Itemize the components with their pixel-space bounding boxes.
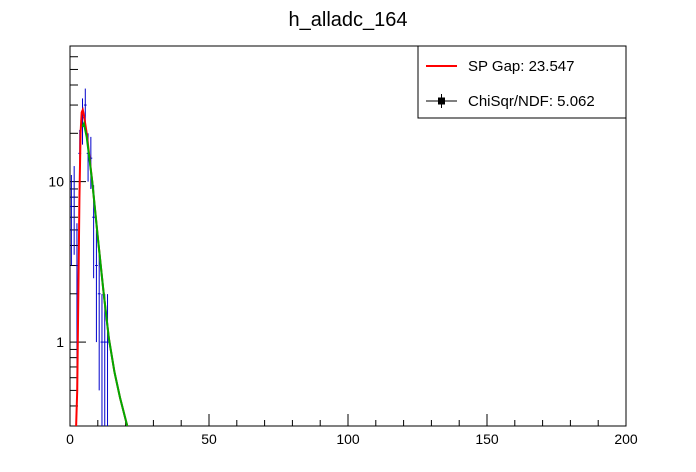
chart-title: h_alladc_164 [289, 9, 408, 31]
fit-line-green [81, 120, 129, 426]
y-tick-label: 1 [56, 334, 64, 350]
legend: SP Gap: 23.547 ChiSqr/NDF: 5.062 [417, 45, 627, 119]
x-tick-label: 0 [66, 431, 74, 447]
plot-area [70, 88, 129, 426]
y-tick-label: 10 [48, 174, 64, 190]
legend-square-marker [438, 97, 445, 105]
x-axis-ticks: 0 50 100 150 200 [66, 414, 638, 447]
x-tick-label: 100 [336, 431, 360, 447]
x-tick-label: 50 [201, 431, 217, 447]
x-tick-label: 150 [475, 431, 499, 447]
x-tick-label: 200 [614, 431, 638, 447]
legend-entry-chisqr: ChiSqr/NDF: 5.062 [468, 93, 595, 110]
legend-entry-sp-gap: SP Gap: 23.547 [468, 58, 574, 75]
y-axis-ticks: 1 10 [48, 45, 86, 427]
legend-box [417, 45, 627, 119]
